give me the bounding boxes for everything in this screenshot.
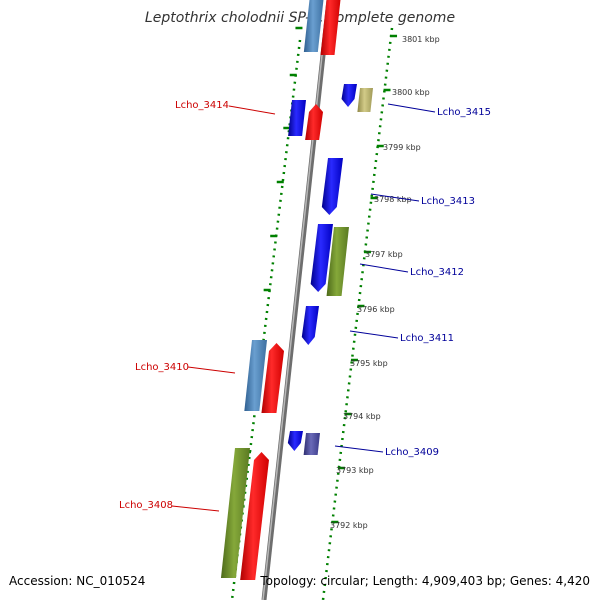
gene-label[interactable]: Lcho_3409 [385, 447, 439, 458]
gene-feature [301, 306, 319, 345]
gene-feature [303, 0, 324, 52]
gene-label-leader [387, 103, 436, 113]
gene-label-leader [228, 105, 276, 115]
gene-feature [341, 84, 357, 107]
gene-label-leader [171, 505, 220, 512]
kbp-label: 3794 kbp [343, 412, 381, 421]
gene-labels: Lcho_3414 Lcho_3415 Lcho_3413 Lcho_3412 Lcho… [119, 100, 491, 512]
kbp-label: 3797 kbp [365, 250, 403, 259]
gene-features [220, 0, 373, 580]
gene-feature [303, 433, 320, 455]
gene-label[interactable]: Lcho_3412 [410, 267, 464, 278]
kbp-label: 3792 kbp [330, 521, 368, 530]
gene-label[interactable]: Lcho_3415 [437, 107, 491, 118]
gene-feature [261, 343, 284, 413]
gene-feature [288, 100, 306, 136]
gene-label-leader [359, 263, 409, 273]
boundary-right-outer [321, 27, 394, 600]
kbp-label: 3795 kbp [350, 359, 388, 368]
gene-feature [326, 227, 349, 296]
map-title: Leptothrix cholodnii SP-6, complete geno… [144, 10, 456, 26]
topology-text: Topology: circular; Length: 4,909,403 bp… [260, 574, 590, 588]
gene-feature [357, 88, 373, 112]
gene-label[interactable]: Lcho_3414 [175, 100, 229, 111]
kbp-label: 3798 kbp [374, 195, 412, 204]
kbp-label: 3796 kbp [357, 305, 395, 314]
gene-label-leader [187, 366, 236, 374]
gene-label[interactable]: Lcho_3413 [421, 196, 475, 207]
kbp-label: 3799 kbp [383, 143, 421, 152]
gene-feature [321, 158, 343, 215]
gene-feature [287, 431, 303, 451]
gene-feature [305, 104, 323, 140]
accession-text: Accession: NC_010524 [9, 574, 146, 588]
gene-feature [240, 452, 269, 580]
gene-label[interactable]: Lcho_3408 [119, 500, 173, 511]
gene-label-leader [334, 445, 384, 453]
gene-feature [310, 224, 333, 292]
kbp-label: 3801 kbp [402, 35, 440, 44]
gene-label-leader [349, 330, 399, 339]
gene-feature [220, 448, 250, 578]
gene-feature [244, 340, 267, 411]
kbp-label: 3800 kbp [392, 88, 430, 97]
gene-label[interactable]: Lcho_3410 [135, 362, 189, 373]
kbp-labels: 3801 kbp 3800 kbp 3799 kbp 3798 kbp 3797 kbp… [330, 35, 440, 530]
gene-feature [320, 0, 341, 55]
gene-label-leader [370, 193, 420, 202]
gene-label[interactable]: Lcho_3411 [400, 333, 454, 344]
genome-backbone [261, 0, 332, 600]
kbp-label: 3793 kbp [336, 466, 374, 475]
